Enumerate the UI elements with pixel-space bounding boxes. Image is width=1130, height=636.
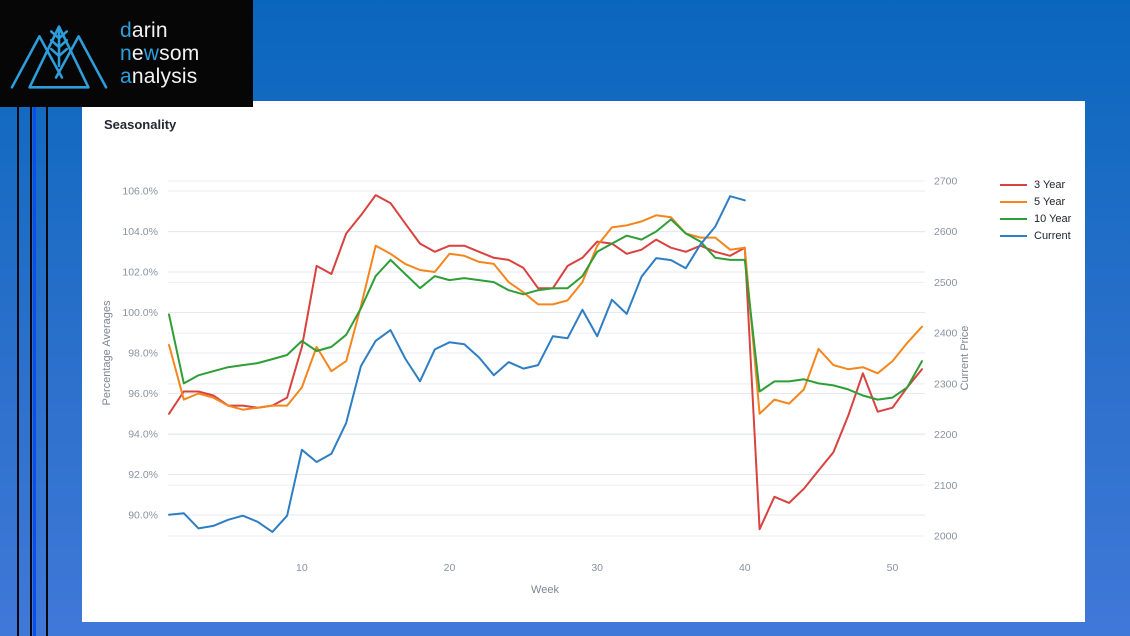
right-axis-tick: 2200 — [934, 429, 958, 441]
right-axis-tick: 2500 — [934, 277, 958, 289]
right-axis-tick: 2700 — [934, 176, 958, 188]
legend-item-current[interactable]: Current — [1000, 230, 1071, 242]
wheat-mountains-icon — [10, 24, 108, 89]
left-axis-tick: 100.0% — [122, 307, 158, 319]
x-axis-title: Week — [531, 584, 559, 596]
brand-letter: arin — [131, 19, 168, 42]
brand-wordmark: darin newsom analysis — [120, 19, 199, 88]
left-axis-tick: 96.0% — [128, 388, 158, 400]
brand-logo-box: darin newsom analysis — [0, 0, 253, 107]
brand-letter-accent: d — [120, 19, 132, 42]
right-axis-tick: 2300 — [934, 378, 958, 390]
brand-letter-accent: w — [143, 42, 160, 65]
series-line-3-year — [168, 194, 923, 531]
left-axis-tick: 102.0% — [122, 267, 158, 279]
brand-letter-accent: n — [120, 42, 132, 65]
left-axis-tick: 92.0% — [128, 469, 158, 481]
series-line-10-year — [168, 218, 923, 401]
brand-letter: som — [159, 42, 200, 65]
left-axis-tick: 98.0% — [128, 348, 158, 360]
right-axis-tick: 2000 — [934, 531, 958, 543]
legend-label: 3 Year — [1034, 179, 1066, 191]
left-axis-tick: 94.0% — [128, 429, 158, 441]
right-axis-tick: 2400 — [934, 328, 958, 340]
legend-label: 5 Year — [1034, 196, 1066, 208]
legend-item-5-year[interactable]: 5 Year — [1000, 196, 1071, 208]
left-axis-tick: 90.0% — [128, 510, 158, 522]
brand-letter: nalysis — [131, 65, 198, 88]
x-axis-tick: 40 — [739, 562, 751, 574]
seasonality-line-chart: 90.0%92.0%94.0%96.0%98.0%100.0%102.0%104… — [101, 176, 971, 597]
left-axis-title: Percentage Averages — [101, 300, 113, 405]
left-axis-tick: 104.0% — [122, 226, 158, 238]
brand-line: darin — [120, 19, 199, 42]
decor-vertical-stripe — [33, 0, 36, 636]
legend-swatch — [1000, 235, 1027, 237]
x-axis-tick: 10 — [296, 562, 308, 574]
left-axis-tick: 106.0% — [122, 186, 158, 198]
legend-swatch — [1000, 184, 1027, 186]
decor-vertical-line — [17, 0, 19, 636]
chart-title: Seasonality — [104, 117, 177, 132]
legend-label: 10 Year — [1034, 213, 1072, 225]
legend-swatch — [1000, 201, 1027, 203]
brand-line: newsom — [120, 42, 199, 65]
chart-legend: 3 Year 5 Year 10 Year Current — [1000, 179, 1071, 242]
legend-item-10-year[interactable]: 10 Year — [1000, 213, 1071, 225]
legend-item-3-year[interactable]: 3 Year — [1000, 179, 1071, 191]
x-axis-tick: 20 — [444, 562, 456, 574]
right-axis-tick: 2100 — [934, 480, 958, 492]
chart-panel: Seasonality 90.0% 92.0% 94.0% 96.0% 98.0% 100… — [82, 101, 1085, 622]
right-axis-tick: 2600 — [934, 226, 958, 238]
series-line-5-year — [168, 214, 923, 415]
decor-vertical-line — [30, 0, 32, 636]
decor-vertical-line — [46, 0, 48, 636]
legend-swatch — [1000, 218, 1027, 220]
brand-letter: e — [131, 42, 144, 65]
brand-line: analysis — [120, 65, 199, 88]
x-axis-tick: 30 — [591, 562, 603, 574]
brand-letter-accent: a — [120, 65, 132, 88]
x-axis-tick: 50 — [887, 562, 899, 574]
right-axis-title: Current Price — [959, 326, 971, 391]
legend-label: Current — [1034, 230, 1071, 242]
series-line-current — [168, 195, 746, 533]
